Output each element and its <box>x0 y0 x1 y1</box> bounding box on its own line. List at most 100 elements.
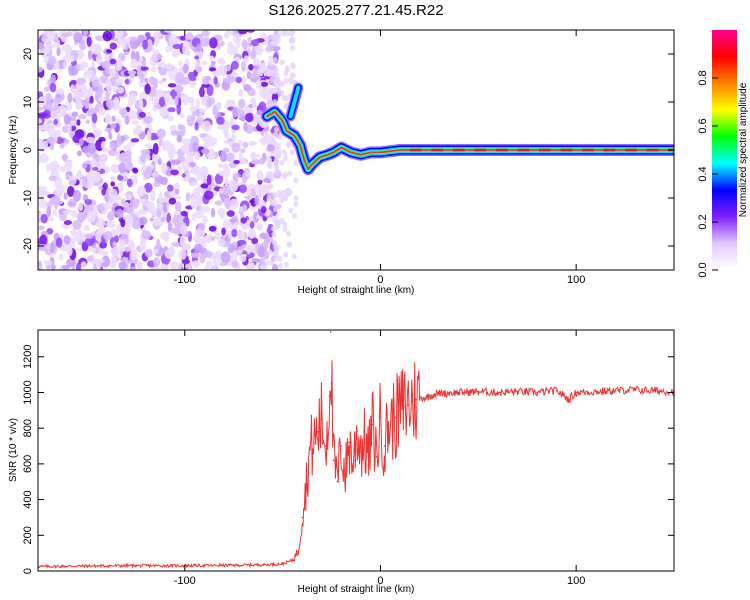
snr-point <box>344 473 347 476</box>
noise-blob <box>98 250 103 256</box>
snr-point <box>135 564 137 567</box>
noise-blob <box>272 192 278 198</box>
noise-blob <box>109 42 118 50</box>
noise-blob <box>116 133 122 145</box>
noise-blob <box>250 50 257 60</box>
noise-blob <box>139 131 146 140</box>
noise-blob <box>201 120 212 132</box>
noise-blob <box>168 69 177 81</box>
noise-blob <box>167 83 177 88</box>
snr-point <box>364 441 366 444</box>
noise-blob <box>237 249 244 254</box>
noise-blob <box>269 75 275 83</box>
noise-blob <box>158 191 163 204</box>
noise-blob <box>283 261 289 268</box>
noise-blob <box>92 128 103 138</box>
noise-blob <box>62 264 71 270</box>
noise-blob <box>245 170 251 178</box>
noise-blob <box>119 152 129 164</box>
snr-point <box>356 431 358 433</box>
noise-blob <box>67 92 73 103</box>
noise-blob <box>70 210 78 218</box>
snr-point <box>321 418 323 421</box>
snr-point <box>457 391 460 394</box>
noise-blob <box>169 143 175 155</box>
colorbar-tick-label: 0.4 <box>697 166 709 181</box>
noise-blob <box>105 49 113 54</box>
noise-blob <box>273 157 279 164</box>
noise-blob <box>260 206 267 214</box>
noise-blob <box>251 154 261 159</box>
noise-blob <box>38 118 43 124</box>
snr-x-tick-label: 0 <box>377 575 383 587</box>
noise-blob <box>112 84 117 93</box>
noise-blob <box>286 170 292 177</box>
noise-blob <box>200 183 209 189</box>
noise-blob <box>170 261 179 270</box>
noise-blob <box>176 86 181 98</box>
noise-blob <box>82 73 92 79</box>
noise-blob <box>87 141 96 154</box>
noise-blob <box>153 248 159 255</box>
noise-blob <box>214 230 220 240</box>
snr-point <box>411 400 413 403</box>
noise-blob <box>127 215 134 227</box>
noise-blob <box>230 76 237 82</box>
snr-point <box>330 382 333 385</box>
noise-blob <box>248 140 257 147</box>
noise-blob <box>241 75 247 88</box>
noise-blob <box>139 66 149 71</box>
noise-blob <box>181 173 186 178</box>
snr-x-axis: -100 0 100 <box>174 330 585 587</box>
noise-blob <box>90 158 97 168</box>
noise-blob <box>224 197 231 209</box>
snr-point <box>305 484 307 487</box>
snr-point <box>367 455 370 458</box>
noise-blob <box>59 143 65 149</box>
snr-x-label: Height of straight line (km) <box>298 584 415 595</box>
noise-blob <box>293 177 299 184</box>
noise-blob <box>157 158 162 166</box>
noise-blob <box>246 30 255 33</box>
noise-blob <box>195 200 201 207</box>
snr-y-tick-label: 400 <box>22 490 34 508</box>
noise-blob <box>145 166 153 177</box>
noise-blob <box>272 140 278 147</box>
noise-blob <box>161 111 170 116</box>
noise-blob <box>101 60 111 70</box>
noise-blob <box>38 66 43 73</box>
snr-point <box>336 480 339 483</box>
noise-blob <box>267 133 275 138</box>
noise-blob <box>87 49 93 60</box>
noise-blob <box>67 123 72 134</box>
noise-blob <box>124 160 134 172</box>
colorbar: 0.0 0.2 0.4 0.6 0.8 Normalized spectral ampl… <box>697 30 749 278</box>
noise-blob <box>152 143 159 155</box>
noise-blob <box>105 91 110 101</box>
noise-blob <box>278 262 283 269</box>
noise-blob <box>182 259 190 265</box>
noise-blob <box>180 144 190 152</box>
noise-blob <box>46 216 55 222</box>
noise-blob <box>110 181 115 187</box>
noise-blob <box>194 169 200 176</box>
noise-blob <box>182 43 190 56</box>
noise-blob <box>144 248 153 258</box>
noise-blob <box>148 95 154 102</box>
snr-x-tick-label: -100 <box>174 575 196 587</box>
noise-blob <box>76 77 87 85</box>
noise-blob <box>182 63 189 74</box>
noise-blob <box>271 225 276 232</box>
noise-blob <box>66 31 72 37</box>
noise-blob <box>208 225 217 232</box>
noise-blob <box>113 96 120 107</box>
noise-blob <box>219 57 225 65</box>
noise-blob <box>178 60 183 67</box>
noise-blob <box>87 255 94 262</box>
noise-blob <box>272 99 278 105</box>
noise-blob <box>194 55 200 60</box>
noise-blob <box>271 263 279 270</box>
noise-blob <box>179 235 186 247</box>
noise-blob <box>163 234 169 243</box>
noise-blob <box>166 212 171 224</box>
